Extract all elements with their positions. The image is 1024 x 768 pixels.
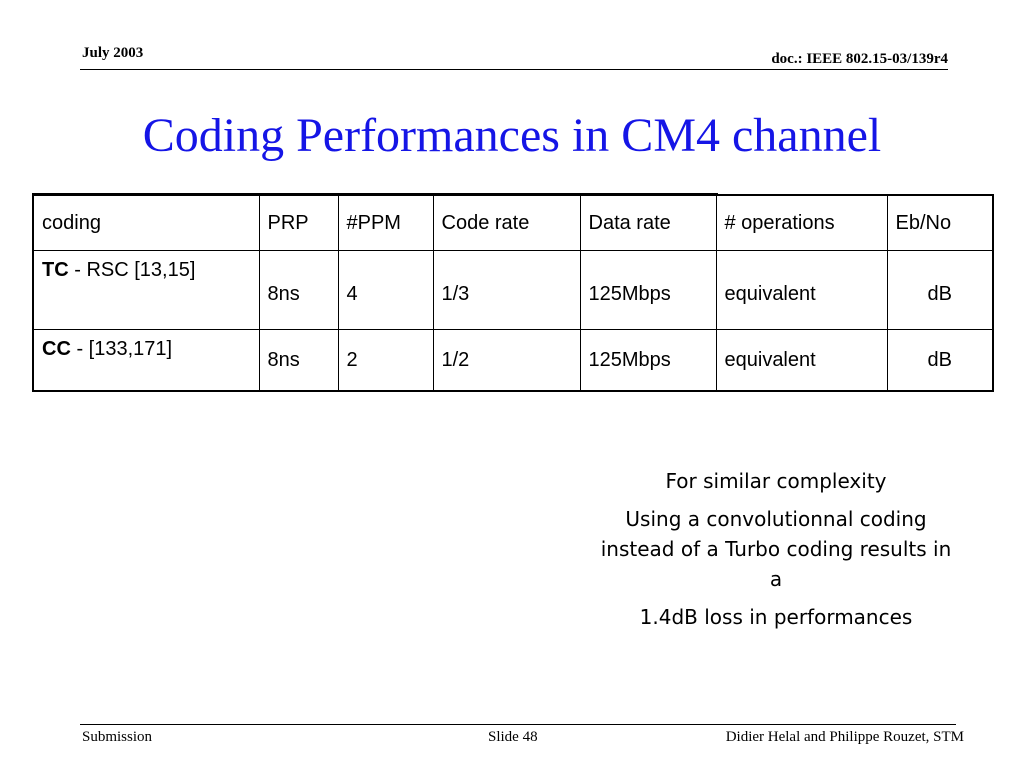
header-divider <box>80 69 948 70</box>
column-header-operations: # operations <box>715 194 888 251</box>
conclusion-line-3: 1.4dB loss in performances <box>639 605 913 629</box>
table-row: CC - [133,171] 8ns 2 1/2 125Mbps equival… <box>32 329 994 392</box>
footer-submission: Submission <box>82 729 153 745</box>
data-rate-cell: 125Mbps <box>579 250 717 330</box>
slide-title: Coding Performances in CM4 channel <box>142 109 882 162</box>
data-rate-cell: 125Mbps <box>579 329 717 392</box>
coding-name: TC <box>42 259 69 281</box>
header-doc-id: doc.: IEEE 802.15-03/139r4 <box>771 51 948 67</box>
conclusion-text: For similar complexity Using a convoluti… <box>594 466 958 640</box>
table-header-row: coding PRP #PPM Code rate Data rate # op… <box>32 194 994 251</box>
column-header-code-rate: Code rate <box>432 194 581 251</box>
code-rate-cell: 1/2 <box>432 329 581 392</box>
footer-authors: Didier Helal and Philippe Rouzet, STM <box>725 729 964 745</box>
table-top-rule <box>32 193 718 194</box>
conclusion-line-2: Using a convolutionnal coding instead of… <box>600 507 952 591</box>
ebno-cell: dB <box>886 250 994 330</box>
prp-cell: 8ns <box>258 329 339 392</box>
coding-name: CC <box>42 338 71 360</box>
column-header-coding: coding <box>32 194 260 251</box>
coding-detail: - [133,171] <box>70 338 173 360</box>
column-header-data-rate: Data rate <box>579 194 717 251</box>
ppm-cell: 2 <box>337 329 434 392</box>
operations-cell: equivalent <box>715 329 888 392</box>
coding-cell: CC - [133,171] <box>32 329 260 392</box>
header-date: July 2003 <box>82 45 144 61</box>
prp-cell: 8ns <box>258 250 339 330</box>
performance-table-container: coding PRP #PPM Code rate Data rate # op… <box>32 194 994 392</box>
coding-detail: - RSC [13,15] <box>68 259 196 281</box>
column-header-ppm: #PPM <box>337 194 434 251</box>
performance-table: coding PRP #PPM Code rate Data rate # op… <box>32 194 994 392</box>
footer-slide-number: Slide 48 <box>488 729 538 745</box>
ppm-cell: 4 <box>337 250 434 330</box>
ebno-cell: dB <box>886 329 994 392</box>
code-rate-cell: 1/3 <box>432 250 581 330</box>
operations-cell: equivalent <box>715 250 888 330</box>
table-row: TC - RSC [13,15] 8ns 4 1/3 125Mbps equiv… <box>32 250 994 330</box>
column-header-prp: PRP <box>258 194 339 251</box>
footer-divider <box>80 724 956 725</box>
column-header-ebno: Eb/No <box>886 194 994 251</box>
coding-cell: TC - RSC [13,15] <box>32 250 260 330</box>
conclusion-line-1: For similar complexity <box>665 469 887 493</box>
